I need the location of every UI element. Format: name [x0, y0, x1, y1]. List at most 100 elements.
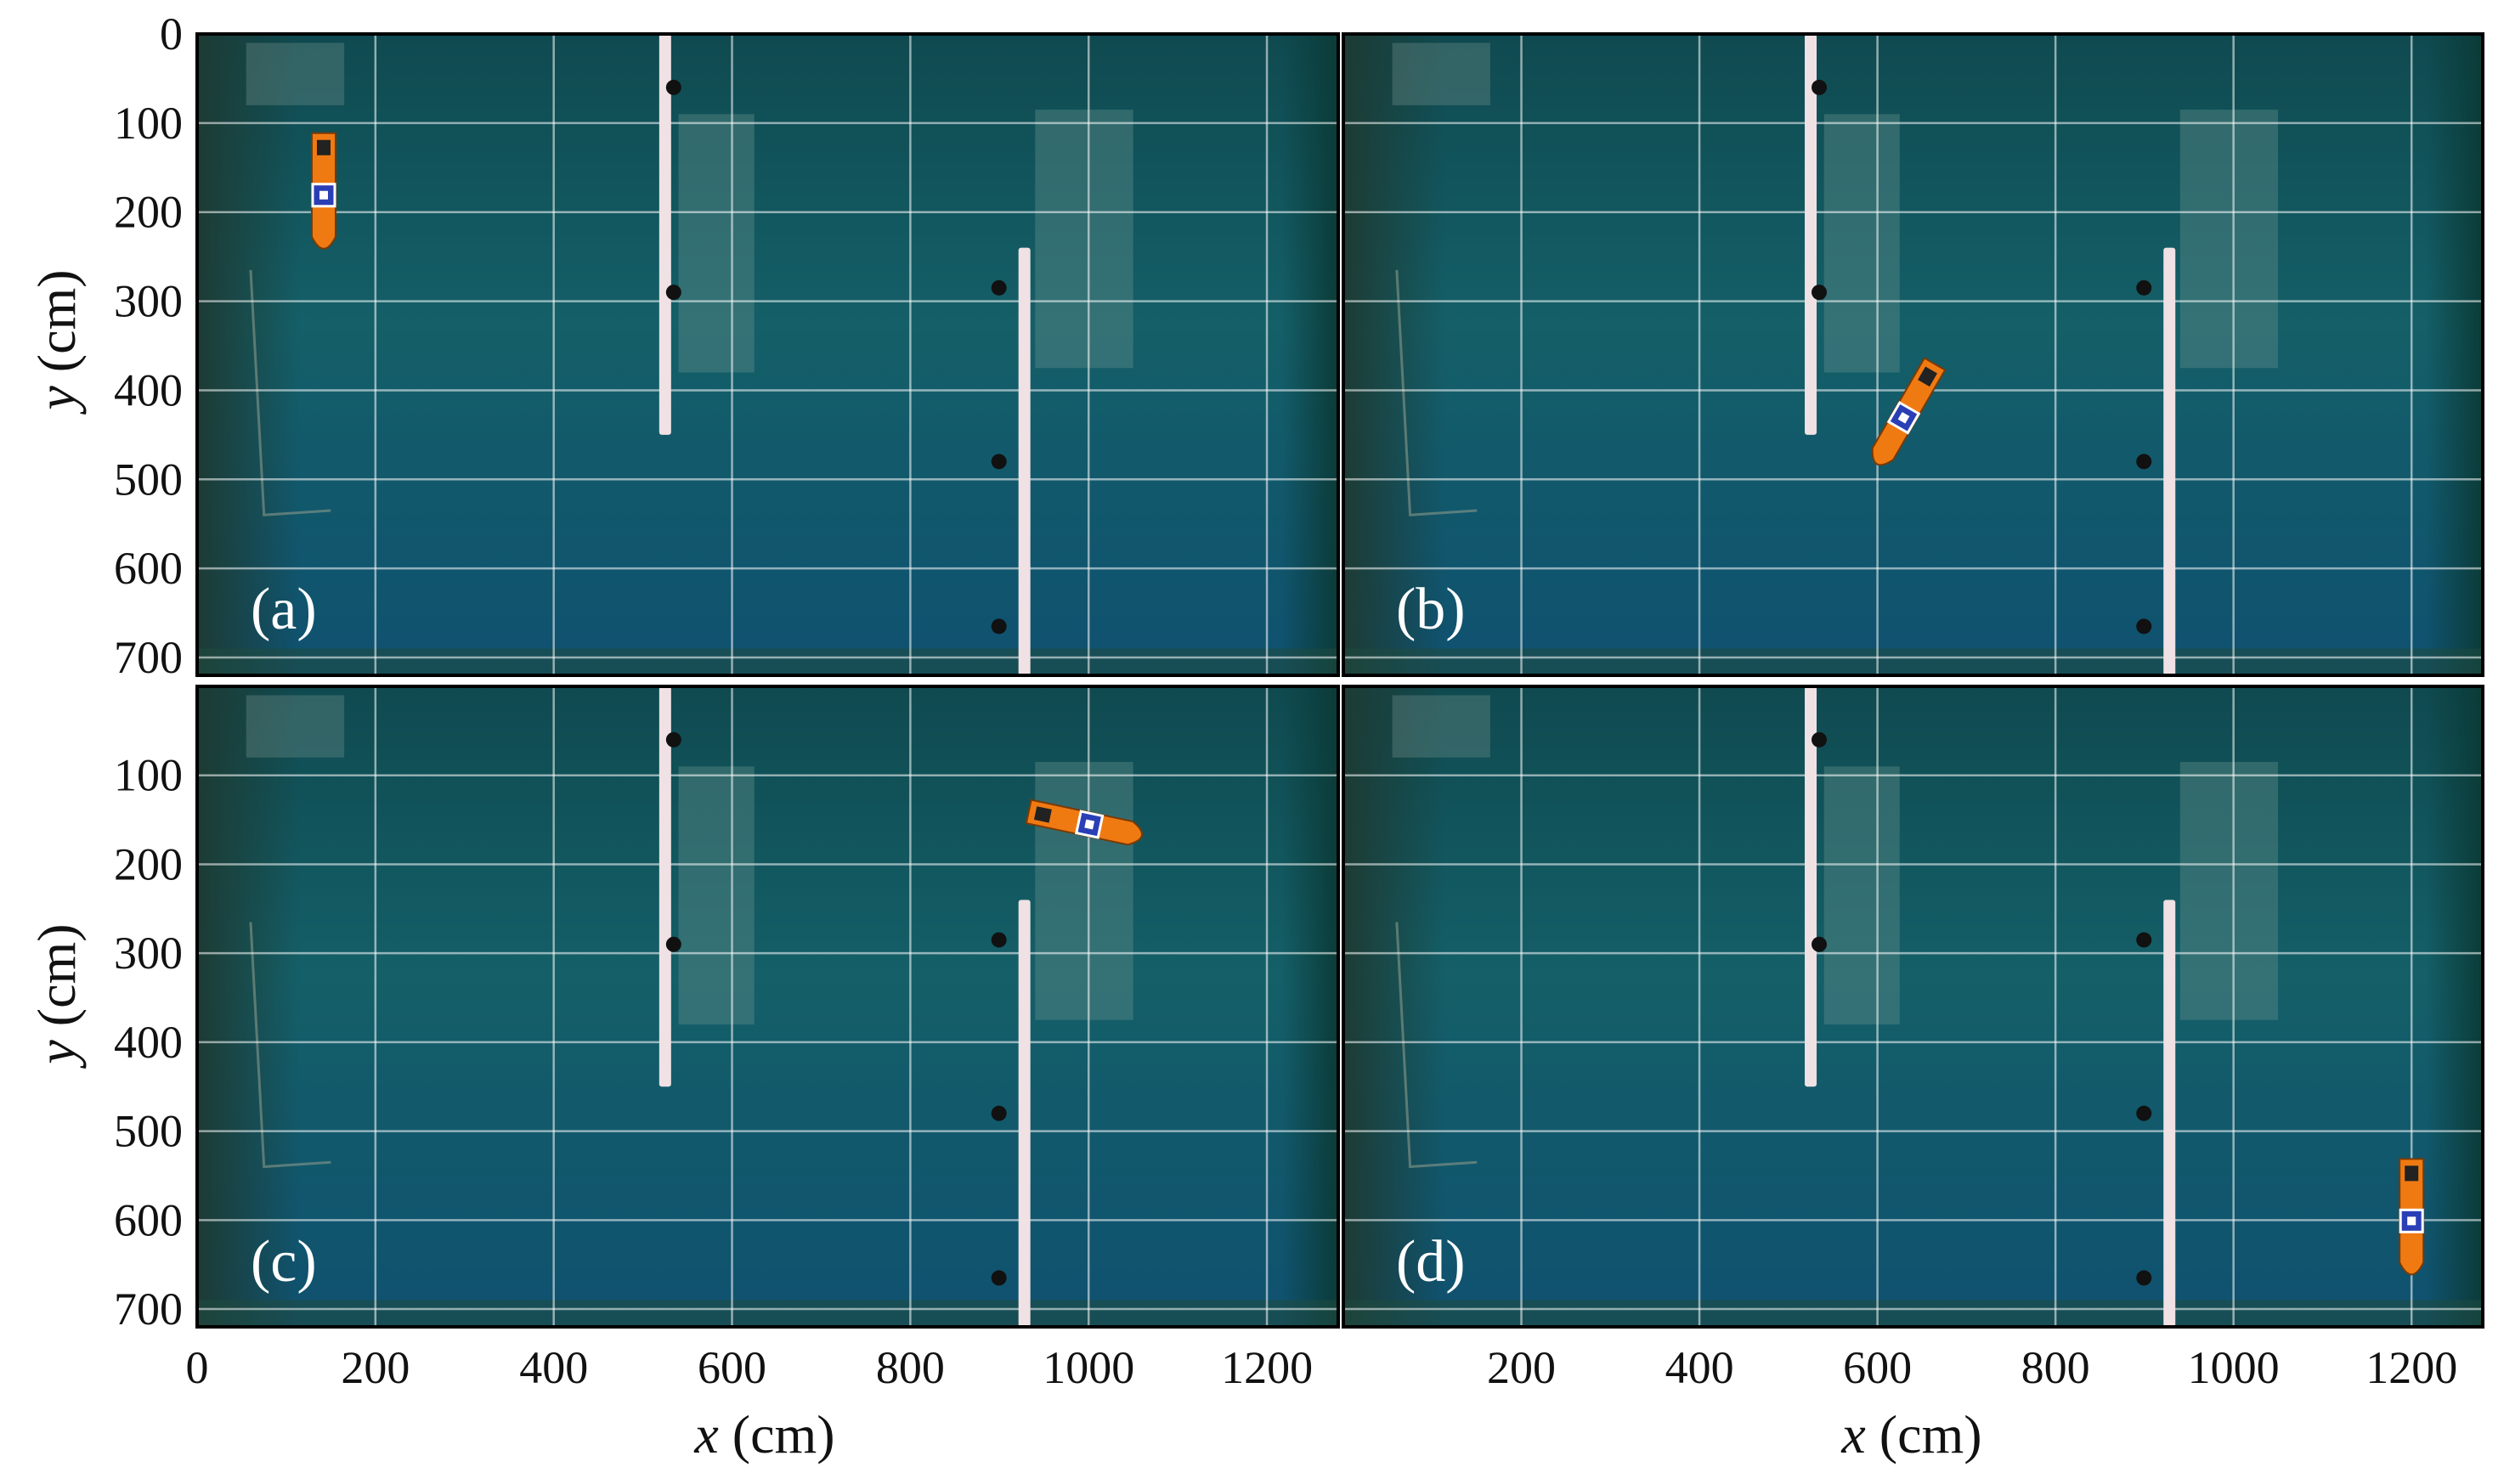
panel-label-c: (c) [251, 1229, 317, 1295]
x-axis-label-left: x (cm) [693, 1404, 834, 1464]
submerged-fence [1035, 762, 1133, 1020]
ship-bridge [1918, 366, 1937, 387]
basin-right-edge [2425, 686, 2483, 1327]
y-tick-label: 500 [114, 1106, 183, 1157]
y-tick-label: 400 [114, 1017, 183, 1068]
bollard [665, 731, 681, 748]
y-tick-label: 200 [114, 187, 183, 238]
bollard [991, 618, 1007, 635]
x-tick-label: 1000 [2188, 1342, 2280, 1393]
bollard [2136, 279, 2152, 296]
y-axis-var: y [26, 386, 87, 415]
basin-right-edge [1280, 686, 1338, 1327]
panel-b [1342, 32, 2484, 677]
panel-label-b: (b) [1396, 577, 1466, 642]
y-axis-var-2: y [26, 1040, 87, 1069]
submerged-fence [1823, 766, 1900, 1024]
panel-d [1342, 685, 2484, 1329]
ship-model [1871, 357, 1947, 466]
x-axis-unit-2: (cm) [1866, 1404, 1982, 1464]
ship-model [310, 132, 336, 250]
submerged-fence [678, 114, 755, 373]
bollard [2136, 932, 2152, 948]
y-tick-label: 600 [114, 1194, 183, 1245]
y-tick-label: 100 [114, 98, 183, 149]
bollard [991, 454, 1007, 470]
panel-c [195, 685, 1340, 1329]
y-tick-label: 600 [114, 543, 183, 594]
x-tick-label: 200 [341, 1342, 410, 1393]
bollard [1812, 79, 1828, 95]
x-tick-label: 800 [2021, 1342, 2090, 1393]
panel-label-a: (a) [251, 577, 317, 642]
y-tick-label: 300 [114, 928, 183, 979]
y-tick-label: 200 [114, 838, 183, 889]
panel-frame [1342, 685, 2484, 1329]
y-tick-label: 100 [114, 750, 183, 801]
bollard [2136, 618, 2152, 635]
x-tick-label: 200 [1487, 1342, 1556, 1393]
panel-frame [195, 685, 1340, 1329]
tracking-marker-center [1084, 819, 1095, 830]
pier [1018, 247, 1031, 675]
x-tick-label: 600 [1843, 1342, 1912, 1393]
panel-label-d: (d) [1396, 1229, 1466, 1295]
water-surface [197, 686, 1338, 1327]
y-axis-unit-2: (cm) [26, 923, 87, 1040]
rope-line [249, 269, 331, 516]
x-tick-label: 1200 [1221, 1342, 1313, 1393]
panel-frame [1342, 32, 2484, 677]
bollard [665, 79, 681, 95]
bollard [665, 936, 681, 952]
panel-labels: (a) (b) (c) (d) [251, 577, 1466, 1295]
ship-bridge [316, 139, 331, 155]
x-axis-unit: (cm) [719, 1404, 835, 1464]
y-tick-label: 300 [114, 276, 183, 327]
pier [1805, 686, 1817, 1087]
y-axis-unit: (cm) [26, 269, 87, 386]
water-surface [1343, 686, 2483, 1327]
water-surface [1343, 34, 2483, 675]
y-tick-label: 400 [114, 364, 183, 415]
ship-bridge [2405, 1165, 2419, 1182]
tracking-marker-center [2407, 1216, 2416, 1226]
submerged-fence [2179, 110, 2279, 369]
pier [2163, 247, 2176, 675]
y-tick-label: 500 [114, 454, 183, 505]
ship-model [2399, 1158, 2425, 1276]
x-tick-label: 1000 [1043, 1342, 1134, 1393]
x-tick-labels: 0 200 400 600 800 1000 1200 200 400 600 800 1000 120… [186, 1342, 2458, 1393]
bollard [2136, 1105, 2152, 1121]
bollard [1812, 731, 1828, 748]
corner-platform [246, 695, 345, 758]
y-tick-labels: 0 100 200 300 400 500 600 700 100 200 300 400 500 600… [114, 8, 183, 1334]
bollard [665, 285, 681, 301]
x-tick-label: 400 [519, 1342, 588, 1393]
tracking-marker-center [1897, 411, 1910, 424]
bollard [2136, 454, 2152, 470]
x-tick-label: 0 [186, 1342, 209, 1393]
x-tick-label: 600 [698, 1342, 766, 1393]
basin-bottom-edge [1343, 1300, 2483, 1327]
basin-right-edge [1280, 34, 1338, 675]
y-tick-label: 700 [114, 632, 183, 683]
panel-a [195, 32, 1340, 677]
pier [1018, 900, 1031, 1327]
x-axis-var-2: x [1840, 1404, 1865, 1464]
rope-line [1395, 269, 1478, 516]
bollard [991, 1270, 1007, 1286]
rope-line [249, 922, 331, 1169]
x-tick-label: 1200 [2366, 1342, 2457, 1393]
bollard [991, 1105, 1007, 1121]
basin-bottom-edge [197, 648, 1338, 675]
corner-platform [1392, 42, 1490, 105]
rope-line [1395, 922, 1478, 1169]
y-tick-label: 0 [160, 8, 183, 59]
basin-right-edge [2425, 34, 2483, 675]
x-tick-label: 400 [1665, 1342, 1734, 1393]
pier [1805, 34, 1817, 435]
bollard [2136, 1270, 2152, 1286]
panel-frame [195, 32, 1340, 677]
pier [659, 34, 671, 435]
